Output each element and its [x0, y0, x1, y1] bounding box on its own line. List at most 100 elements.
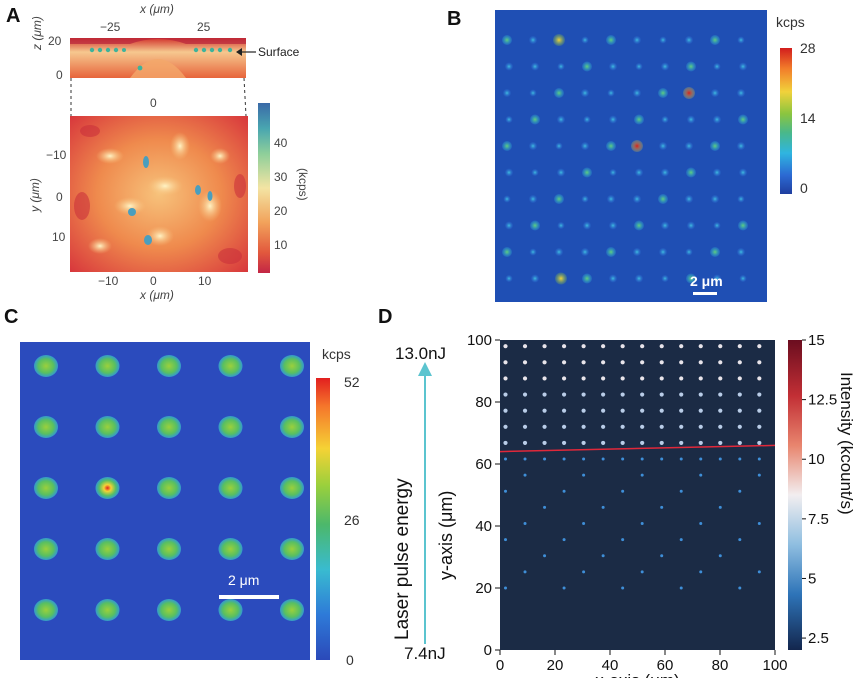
panel-d-spot [660, 554, 664, 558]
panel-d-spot [640, 570, 644, 574]
panel-c-spot [95, 477, 120, 499]
panel-c-spot-array-image [20, 342, 310, 660]
panel-d-spot [757, 473, 761, 477]
panel-b-spot [659, 142, 667, 150]
panel-c-spot [218, 477, 243, 499]
panel-b-spot-array-image [495, 10, 767, 302]
panel-c-spot [218, 538, 243, 560]
panel-d-spot [522, 376, 528, 381]
panel-d-spot [659, 408, 664, 413]
panel-d-spot [620, 376, 625, 381]
panel-b-spot [557, 222, 565, 229]
panel-d-spot [543, 554, 547, 558]
panel-d-spot [561, 376, 567, 381]
surface-arrow-icon [236, 48, 256, 56]
panel-c-spot [280, 355, 304, 377]
panel-a-main-y-tick: −10 [46, 148, 67, 162]
panel-a-main-x-label: x (μm) [140, 288, 174, 302]
panel-d-spot [522, 424, 528, 429]
panel-b-spot [634, 220, 644, 231]
panel-c-spot [157, 477, 181, 499]
panel-d-y-tick: 80 [475, 394, 492, 411]
panel-d-y-tick: 60 [475, 456, 492, 473]
panel-b-spot [503, 195, 511, 203]
panel-b-spot [582, 273, 592, 284]
panel-d-cbar-tick: 12.5 [808, 392, 837, 409]
panel-b-spot [581, 142, 589, 150]
panel-b-spot [661, 116, 669, 123]
panel-d-spot [503, 408, 508, 413]
panel-b-spot [661, 62, 669, 71]
panel-b-scale-bar [693, 292, 717, 295]
panel-c-spot [280, 599, 304, 621]
panel-d-spot [561, 344, 567, 349]
panel-b-spot [635, 168, 643, 177]
panel-d-spot [718, 360, 723, 365]
panel-d-spot [738, 457, 742, 461]
panel-b-spot [686, 61, 696, 72]
panel-b-spot [609, 115, 617, 124]
panel-b-spot [661, 275, 669, 282]
panel-d-spot [620, 344, 625, 349]
panel-d-threshold-line [499, 444, 776, 453]
panel-d-x-tick: 40 [602, 657, 619, 674]
panel-d-spot [738, 538, 742, 542]
panel-b-spot [685, 195, 693, 203]
panel-label-c: C [4, 306, 19, 328]
panel-b-spot [529, 195, 537, 203]
panel-b-spot [557, 115, 565, 124]
energy-top-label: 13.0nJ [395, 344, 447, 363]
panel-d-spot [718, 554, 722, 558]
panel-d-spot [561, 440, 567, 446]
panel-b-cbar-tick: 14 [800, 110, 816, 126]
panel-b-spot [609, 221, 617, 230]
panel-d-spot [737, 392, 742, 397]
panel-d-spot [679, 360, 684, 365]
panel-b-spot [683, 87, 695, 99]
panel-d-spot [757, 360, 762, 365]
panel-b-spot [502, 141, 512, 151]
panel-b-spot [607, 195, 615, 203]
panel-d-spot [757, 376, 762, 381]
panel-d-colorbar [788, 340, 802, 650]
panel-c-scale-bar [219, 595, 279, 599]
panel-d-spot [660, 457, 664, 461]
panel-b-spot [710, 35, 720, 45]
panel-c-cbar-title: kcps [322, 346, 351, 362]
panel-b-spot [557, 63, 565, 70]
panel-c-scale-label: 2 μm [228, 572, 260, 588]
panel-b-spot [553, 34, 565, 46]
panel-c-cbar-tick: 0 [346, 652, 354, 668]
panel-d-spot [522, 360, 528, 365]
panel-d-x-tick: 20 [547, 657, 564, 674]
panel-label-b: B [447, 8, 462, 30]
panel-b-spot [713, 115, 721, 124]
panel-c-spot [280, 538, 304, 560]
panel-b-spot [635, 63, 643, 70]
panel-d-spot [601, 440, 606, 446]
panel-d-spot [581, 344, 586, 349]
panel-c-spot [157, 355, 181, 377]
panel-b-spot [555, 248, 563, 256]
panel-d-spot [522, 408, 528, 413]
panel-d-y-tick: 0 [484, 642, 492, 659]
panel-d-spot [757, 344, 762, 349]
panel-d-spot [503, 376, 508, 381]
panel-b-spot [711, 89, 719, 97]
panel-b-spot [737, 248, 745, 256]
panel-d-spot [679, 440, 684, 446]
panel-b-spot [738, 114, 748, 125]
panel-b-spot [713, 168, 721, 177]
panel-b-spot [529, 142, 537, 150]
panel-d-spot [699, 457, 703, 461]
panel-b-spot [555, 272, 567, 285]
panel-b-spot [555, 142, 563, 150]
panel-d-spot [737, 344, 742, 349]
panel-b-spot [633, 248, 641, 256]
panel-d-cbar-tick: 15 [808, 334, 825, 349]
panel-label-a: A [6, 5, 21, 27]
panel-d-spot [620, 440, 625, 446]
panel-d-spot [503, 344, 508, 349]
panel-d-spot [522, 392, 528, 397]
panel-d-spot [718, 344, 723, 349]
